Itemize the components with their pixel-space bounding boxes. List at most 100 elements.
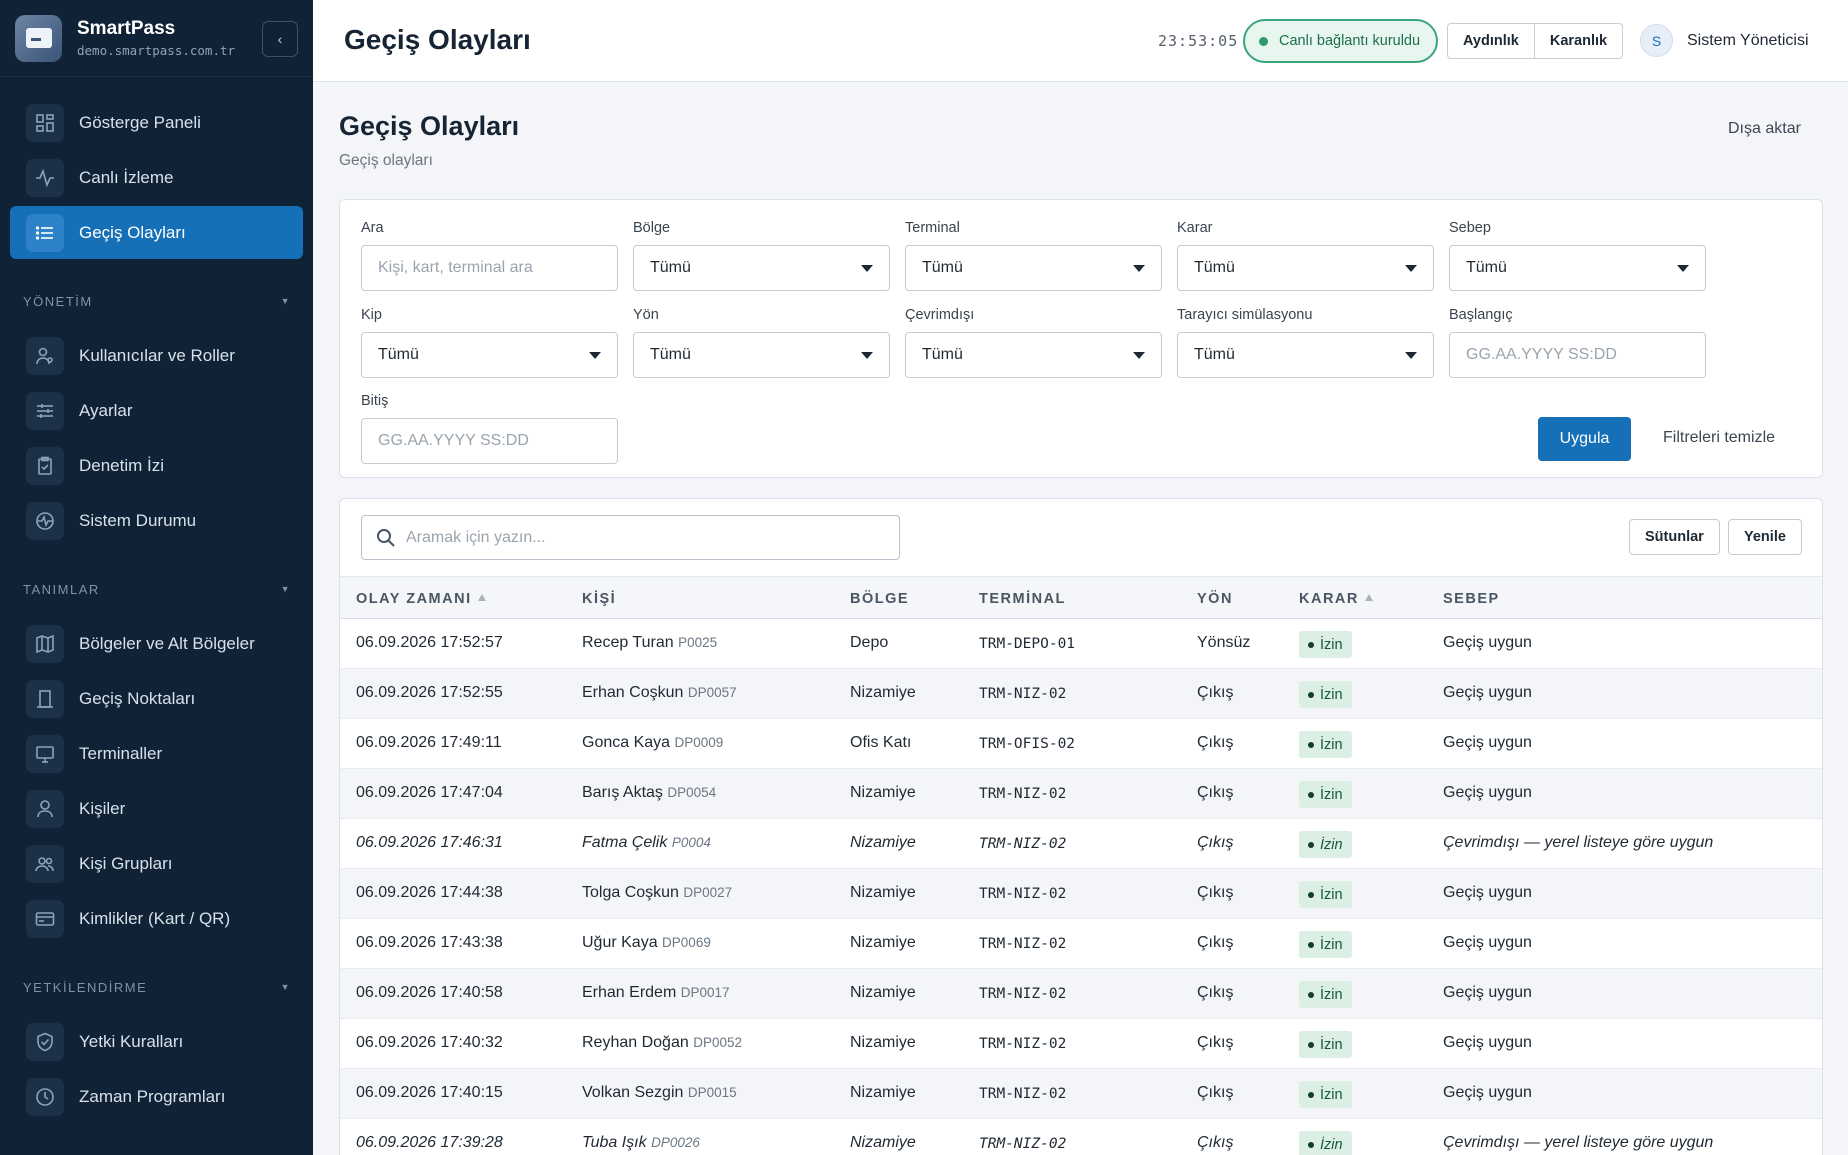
terminal-cell: TRM-NIZ-02	[979, 686, 1067, 702]
column-header-direction[interactable]: YÖN	[1197, 591, 1233, 607]
chevron-down-icon: ▼	[280, 296, 291, 306]
table-row[interactable]: 06.09.2026 17:44:38 Tolga Coşkun DP0027 Ni…	[340, 869, 1822, 919]
health-icon	[26, 501, 64, 540]
sidebar-item-time-schedules[interactable]: Zaman Programları	[10, 1070, 303, 1123]
table-search-input[interactable]: Aramak için yazın...	[361, 515, 900, 560]
sidebar-item-authorization-rules[interactable]: Yetki Kuralları	[10, 1015, 303, 1068]
decision-label: İzin	[1320, 1086, 1343, 1103]
sidebar-item-access-events[interactable]: Geçiş Olayları	[10, 206, 303, 259]
refresh-button[interactable]: Yenile	[1728, 519, 1802, 555]
clear-filters-button[interactable]: Filtreleri temizle	[1663, 429, 1776, 446]
table-row[interactable]: 06.09.2026 17:46:31 Fatma Çelik P0004 Niza…	[340, 819, 1822, 869]
start-date-input[interactable]: GG.AA.YYYY SS:DD	[1449, 332, 1706, 378]
sidebar-item-credentials[interactable]: Kimlikler (Kart / QR)	[10, 892, 303, 945]
column-header-decision[interactable]: KARAR	[1299, 591, 1373, 607]
caret-down-icon	[861, 264, 873, 272]
events-table-card: Aramak için yazın... Sütunlar Yenile OLA…	[339, 498, 1823, 1155]
decision-badge: İzin	[1299, 631, 1352, 658]
sidebar-item-settings[interactable]: Ayarlar	[10, 384, 303, 437]
select-value: Tümü	[1466, 259, 1507, 276]
table-row[interactable]: 06.09.2026 17:40:58 Erhan Erdem DP0017 Niz…	[340, 969, 1822, 1019]
sidebar-item-dashboard[interactable]: Gösterge Paneli	[10, 96, 303, 149]
decision-badge: İzin	[1299, 831, 1352, 858]
table-row[interactable]: 06.09.2026 17:40:15 Volkan Sezgin DP0015 N…	[340, 1069, 1822, 1119]
theme-dark-button[interactable]: Karanlık	[1533, 24, 1622, 58]
person-id: DP0015	[687, 1085, 737, 1100]
table-row[interactable]: 06.09.2026 17:39:28 Tuba Işık DP0026 Nizam…	[340, 1119, 1822, 1155]
live-status-label: Canlı bağlantı kuruldu	[1279, 33, 1421, 49]
person-cell: Uğur Kaya DP0069	[582, 934, 711, 952]
users-roles-icon	[26, 336, 64, 375]
reason-cell: Geçiş uygun	[1443, 934, 1532, 951]
sidebar-item-regions[interactable]: Bölgeler ve Alt Bölgeler	[10, 617, 303, 670]
user-menu[interactable]: S Sistem Yöneticisi	[1640, 24, 1809, 57]
sidebar-collapse-button[interactable]: ‹	[262, 21, 298, 57]
sidebar-item-label: Geçiş Olayları	[79, 222, 186, 242]
decision-badge: İzin	[1299, 931, 1352, 958]
person-cell: Erhan Coşkun DP0057	[582, 684, 737, 702]
decision-select[interactable]: Tümü	[1177, 245, 1434, 291]
search-placeholder: Aramak için yazın...	[406, 528, 546, 546]
export-button[interactable]: Dışa aktar	[1728, 120, 1801, 137]
search-field[interactable]: Kişi, kart, terminal ara	[361, 245, 618, 291]
sidebar-section-definitions[interactable]: TANIMLAR ▼	[0, 569, 313, 609]
theme-light-button[interactable]: Aydınlık	[1463, 33, 1519, 49]
table-header: OLAY ZAMANI KİŞİ BÖLGE TERMİNAL YÖN KARA…	[340, 576, 1822, 619]
person-cell: Erhan Erdem DP0017	[582, 984, 730, 1002]
sidebar-item-system-status[interactable]: Sistem Durumu	[10, 494, 303, 547]
person-cell: Barış Aktaş DP0054	[582, 784, 716, 802]
reason-select[interactable]: Tümü	[1449, 245, 1706, 291]
scanner-sim-select[interactable]: Tümü	[1177, 332, 1434, 378]
filter-label: Kip	[361, 307, 382, 323]
sidebar-section-authorization[interactable]: YETKİLENDİRME ▼	[0, 967, 313, 1007]
reason-cell: Geçiş uygun	[1443, 1034, 1532, 1051]
status-dot-icon	[1308, 941, 1314, 948]
table-row[interactable]: 06.09.2026 17:52:55 Erhan Coşkun DP0057 Ni…	[340, 669, 1822, 719]
table-row[interactable]: 06.09.2026 17:40:32 Reyhan Doğan DP0052 Ni…	[340, 1019, 1822, 1069]
column-header-region[interactable]: BÖLGE	[850, 591, 910, 607]
status-dot-icon	[1308, 1041, 1314, 1048]
event-time: 06.09.2026 17:52:57	[356, 634, 503, 651]
table-row[interactable]: 06.09.2026 17:52:57 Recep Turan P0025 Depo…	[340, 619, 1822, 669]
columns-button[interactable]: Sütunlar	[1629, 519, 1720, 555]
direction-cell: Çıkış	[1197, 1134, 1234, 1151]
column-header-time[interactable]: OLAY ZAMANI	[356, 591, 486, 607]
offline-select[interactable]: Tümü	[905, 332, 1162, 378]
sidebar-section-management[interactable]: YÖNETİM ▼	[0, 281, 313, 321]
apply-button[interactable]: Uygula	[1538, 417, 1631, 461]
shield-icon	[26, 1022, 64, 1061]
region-select[interactable]: Tümü	[633, 245, 890, 291]
column-header-reason[interactable]: SEBEP	[1443, 591, 1500, 607]
filter-mode: Kip Tümü	[361, 307, 618, 378]
person-name: Tolga Coşkun	[582, 884, 679, 901]
end-date-input[interactable]: GG.AA.YYYY SS:DD	[361, 418, 618, 464]
mode-select[interactable]: Tümü	[361, 332, 618, 378]
table-row[interactable]: 06.09.2026 17:49:11 Gonca Kaya DP0009 Ofis…	[340, 719, 1822, 769]
sidebar-item-live-monitoring[interactable]: Canlı İzleme	[10, 151, 303, 204]
column-header-terminal[interactable]: TERMİNAL	[979, 591, 1066, 607]
card-icon	[26, 899, 64, 938]
region-cell: Depo	[850, 634, 889, 651]
table-row[interactable]: 06.09.2026 17:47:04 Barış Aktaş DP0054 Niz…	[340, 769, 1822, 819]
reason-cell: Geçiş uygun	[1443, 634, 1532, 651]
person-cell: Tolga Coşkun DP0027	[582, 884, 732, 902]
filter-offline: Çevrimdışı Tümü	[905, 307, 1162, 378]
column-header-person[interactable]: KİŞİ	[582, 591, 617, 607]
sidebar-item-label: Sistem Durumu	[79, 510, 197, 530]
clock-icon	[26, 1077, 64, 1116]
sidebar-item-terminals[interactable]: Terminaller	[10, 727, 303, 780]
chevron-down-icon: ▼	[280, 982, 291, 992]
sidebar-item-access-points[interactable]: Geçiş Noktaları	[10, 672, 303, 725]
decision-badge: İzin	[1299, 881, 1352, 908]
table-row[interactable]: 06.09.2026 17:43:38 Uğur Kaya DP0069 Nizam…	[340, 919, 1822, 969]
select-value: Tümü	[922, 259, 963, 276]
date-placeholder: GG.AA.YYYY SS:DD	[1466, 346, 1617, 363]
chevron-left-icon: ‹	[277, 31, 283, 47]
sidebar-item-people[interactable]: Kişiler	[10, 782, 303, 835]
terminal-select[interactable]: Tümü	[905, 245, 1162, 291]
sidebar-item-audit-trail[interactable]: Denetim İzi	[10, 439, 303, 492]
sidebar-item-users-roles[interactable]: Kullanıcılar ve Roller	[10, 329, 303, 382]
clock: 23:53:05	[1158, 32, 1239, 50]
direction-select[interactable]: Tümü	[633, 332, 890, 378]
sidebar-item-person-groups[interactable]: Kişi Grupları	[10, 837, 303, 890]
